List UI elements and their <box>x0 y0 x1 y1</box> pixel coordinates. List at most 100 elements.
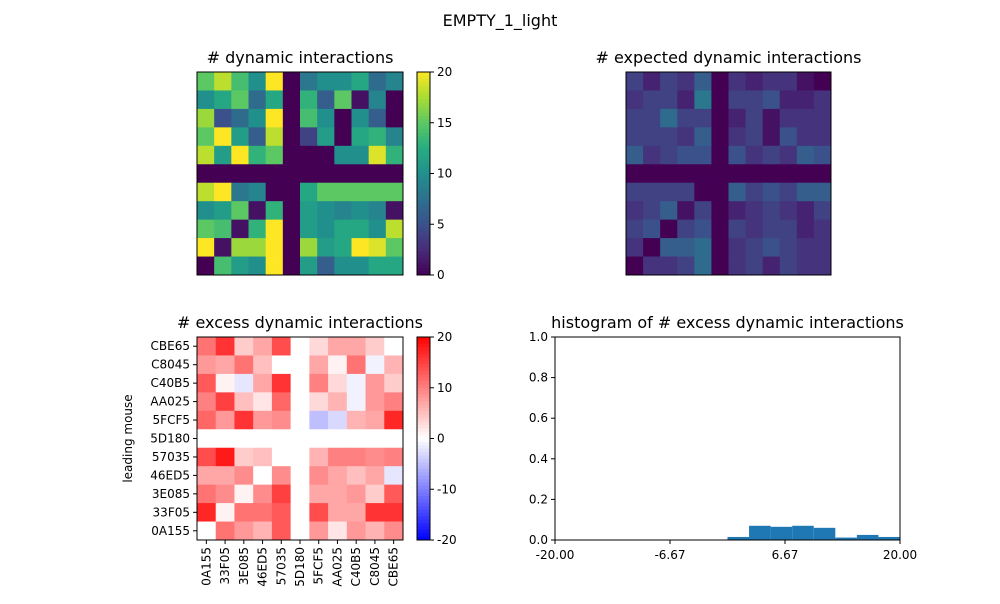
heatmap-cell <box>197 373 217 393</box>
colorbar-segment <box>417 384 430 389</box>
heatmap-cell <box>215 503 235 522</box>
heatmap-cell <box>231 127 249 147</box>
heatmap-dynamic-interactions: # dynamic interactions 0 5 10 15 20 <box>196 48 452 282</box>
heatmap-cell <box>385 201 404 221</box>
heatmap-cell <box>385 219 404 239</box>
heatmap-cell <box>317 127 335 147</box>
colorbar-tick-label: -20 <box>437 533 457 547</box>
heatmap-cell <box>384 373 404 393</box>
heatmap-cell <box>300 201 318 221</box>
heatmap-cell <box>677 219 695 239</box>
colorbar-segment <box>417 237 430 242</box>
heatmap-cell <box>234 392 254 412</box>
heatmap-cell <box>253 337 273 356</box>
heatmap-cell <box>677 108 695 128</box>
heatmap-cell <box>779 145 798 165</box>
heatmap-cell <box>660 201 678 221</box>
heatmap-cell <box>694 238 712 257</box>
heatmap-cell <box>248 90 267 110</box>
heatmap-cell <box>328 503 348 522</box>
colorbar-segment <box>417 227 430 232</box>
heatmap-cell <box>197 337 217 356</box>
heatmap-cell <box>385 127 404 147</box>
heatmap-cell <box>282 256 301 276</box>
heatmap-cell <box>745 238 764 257</box>
heatmap-cell <box>626 90 644 110</box>
heatmap-cell <box>385 108 404 128</box>
colorbar-segment <box>417 197 430 202</box>
heatmap-cell <box>271 521 292 541</box>
heatmap-cell <box>300 145 318 165</box>
heatmap-cell <box>328 355 348 375</box>
heatmap-cell <box>334 72 352 91</box>
heatmap-cell <box>643 145 661 165</box>
heatmap-cell <box>197 164 215 184</box>
heatmap-cell <box>385 238 404 257</box>
colorbar-segment <box>417 176 430 181</box>
colorbar-segment <box>417 264 430 269</box>
heatmap-cell <box>643 182 661 202</box>
heatmap-cell <box>643 201 661 221</box>
heatmap-cell <box>351 72 370 91</box>
heatmap-cell <box>231 201 249 221</box>
colorbar-segment <box>417 210 430 215</box>
colorbar-segment <box>417 506 430 511</box>
heatmap-cell <box>626 256 644 276</box>
heatmap-cell <box>231 90 249 110</box>
heatmap-cell <box>300 164 318 184</box>
heatmap-cell <box>290 392 310 412</box>
colorbar-segment <box>417 482 430 487</box>
heatmap-frame <box>196 71 404 276</box>
heatmap-cell <box>626 72 644 91</box>
colorbar-segment <box>417 143 430 147</box>
heatmap-cell <box>677 72 695 91</box>
colorbar-segment <box>417 408 430 412</box>
heatmap-cell <box>365 373 385 393</box>
colorbar-segment <box>417 533 430 538</box>
heatmap-cell <box>762 127 781 147</box>
heatmap-cell <box>253 521 273 541</box>
colorbar-tick-label: 15 <box>437 116 452 130</box>
colorbar-segment <box>417 496 430 500</box>
histogram-bar <box>835 537 857 540</box>
heatmap-cell <box>677 182 695 202</box>
heatmap-cell <box>677 127 695 147</box>
heatmap-cell <box>368 108 387 128</box>
colorbar-segment <box>417 153 430 158</box>
colorbar-tick-label: 0 <box>437 432 445 446</box>
heatmap-cell <box>365 355 385 375</box>
heatmap-cell <box>231 182 249 202</box>
histogram-bar <box>878 536 900 540</box>
heatmap-cell <box>813 182 832 202</box>
heatmap-cell <box>365 392 385 412</box>
heatmap-cell <box>328 466 348 486</box>
heatmap-cell <box>626 182 644 202</box>
heatmap-cell <box>728 182 746 202</box>
heatmap-cell <box>282 164 301 184</box>
heatmap-cell <box>365 521 385 541</box>
heatmap-cell <box>234 410 254 430</box>
heatmap-cell <box>626 164 644 184</box>
colorbar-segment <box>417 337 430 341</box>
colorbar-segment <box>417 200 430 205</box>
heatmap-cell <box>384 355 404 375</box>
heatmap-cell <box>282 108 301 128</box>
heatmap-cell <box>762 164 781 184</box>
heatmap-cell <box>309 337 329 356</box>
colorbar-tick-label: 0 <box>437 268 445 282</box>
heatmap-cell <box>643 108 661 128</box>
heatmap-cell <box>728 238 746 257</box>
x-tick-label: -6.67 <box>654 548 685 562</box>
heatmap-cell <box>290 410 310 430</box>
heatmap-cell <box>317 182 335 202</box>
colorbar-segment <box>417 231 430 235</box>
heatmap-cell <box>626 108 644 128</box>
heatmap-cell <box>248 164 267 184</box>
heatmap-cell <box>745 145 764 165</box>
colorbar-tick-label: 10 <box>437 167 452 181</box>
heatmap-cell <box>384 337 404 356</box>
heatmap-cell <box>214 90 232 110</box>
heatmap-cell <box>368 256 387 276</box>
heatmap-cell <box>365 410 385 430</box>
heatmap-cell <box>745 108 764 128</box>
